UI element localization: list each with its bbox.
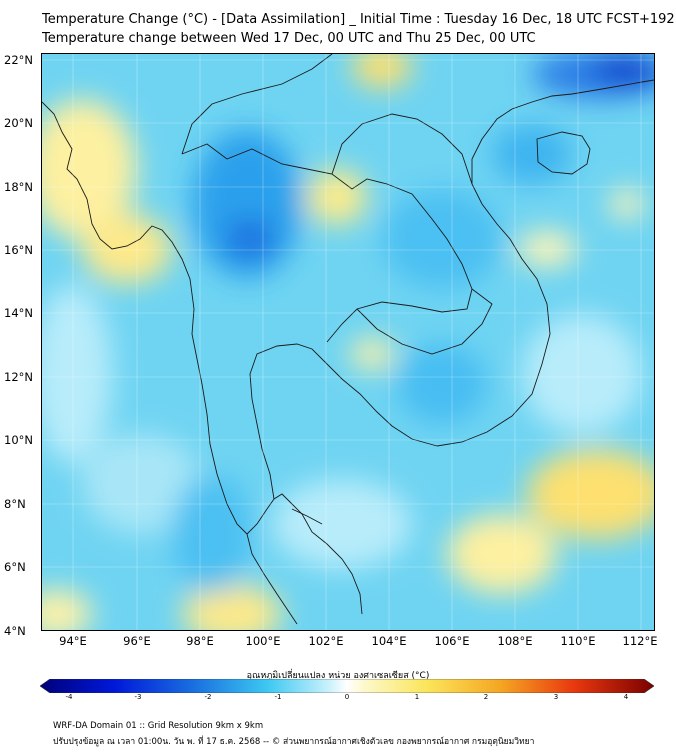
- field-yellow-east: [609, 189, 645, 219]
- colorbar-tick-2: 2: [483, 693, 489, 701]
- field-pale-sea: [82, 434, 202, 534]
- footer-credits: ปรับปรุงข้อมูล ณ เวลา 01:00น. วัน พ. ที่…: [53, 737, 535, 747]
- chart-subtitle: Temperature change between Wed 17 Dec, 0…: [42, 31, 536, 46]
- lon-label-106: 106°E: [434, 634, 470, 648]
- lon-label-102: 102°E: [308, 634, 344, 648]
- cambodia-vietnam-coast: [436, 79, 654, 447]
- lat-label-8: 8°N: [4, 497, 26, 511]
- colorbar-tick-0: 0: [344, 693, 350, 701]
- map-panel: [41, 53, 655, 631]
- field-blue-east: [382, 189, 502, 289]
- colorbar-title: อุณหภูมิเปลี่ยนแปลง หน่วย องศาเซลเซียส (…: [246, 671, 430, 681]
- lat-label-16: 16°N: [4, 243, 33, 257]
- field-yellow-southeast: [527, 449, 654, 539]
- gulf-thailand: [249, 343, 438, 500]
- graticule: [42, 54, 654, 630]
- footer-domain-info: WRF-DA Domain 01 :: Grid Resolution 9km …: [53, 721, 264, 731]
- field-yellow-vietnam: [517, 231, 577, 267]
- colorbar-tick-4: 4: [623, 693, 629, 701]
- coastlines: [42, 54, 654, 625]
- lon-label-112: 112°E: [622, 634, 658, 648]
- field-yellow-west: [82, 214, 172, 284]
- colorbar-tick-neg2: -2: [204, 693, 212, 701]
- colorbar-tick-neg3: -3: [134, 693, 142, 701]
- lat-label-22: 22°N: [4, 53, 33, 67]
- lon-label-94: 94°E: [59, 634, 87, 648]
- lon-label-98: 98°E: [186, 634, 214, 648]
- colorbar-tick-3: 3: [553, 693, 559, 701]
- cambodia-border: [356, 288, 493, 355]
- laos-border: [331, 113, 473, 185]
- lon-label-100: 100°E: [245, 634, 281, 648]
- lat-label-6: 6°N: [4, 560, 26, 574]
- colorbar-tick-1: 1: [414, 693, 420, 701]
- field-blue-cambodia: [397, 344, 487, 424]
- field-blue-deep: [592, 54, 654, 84]
- field-blue-peninsula: [172, 474, 252, 594]
- lat-label-20: 20°N: [4, 116, 33, 130]
- colorbar-tick-neg1: -1: [274, 693, 282, 701]
- lat-label-10: 10°N: [4, 433, 33, 447]
- field-yellow-north: [352, 54, 412, 88]
- lat-label-14: 14°N: [4, 306, 33, 320]
- lon-label-110: 110°E: [560, 634, 596, 648]
- temperature-field: [42, 54, 654, 630]
- field-yellow-myanmar: [42, 99, 137, 239]
- malaysia-border: [291, 508, 323, 525]
- lat-label-4: 4°N: [4, 624, 26, 638]
- chart-title: Temperature Change (°C) - [Data Assimila…: [42, 12, 675, 27]
- colorbar-tick-neg4: -4: [65, 693, 73, 701]
- field-pale-west: [42, 284, 112, 464]
- lat-label-18: 18°N: [4, 180, 33, 194]
- thai-border: [181, 143, 473, 343]
- lon-label-104: 104°E: [371, 634, 407, 648]
- lon-label-108: 108°E: [497, 634, 533, 648]
- field-yellow-gulf: [350, 338, 394, 370]
- colorbar: [40, 679, 654, 693]
- lat-label-12: 12°N: [4, 370, 33, 384]
- myanmar-coast: [42, 101, 248, 535]
- field-yellow-southwest: [42, 589, 92, 630]
- field-yellow-south: [182, 584, 282, 630]
- field-blue-core: [225, 219, 275, 259]
- field-blue-hainan: [492, 124, 572, 184]
- lon-label-96: 96°E: [123, 634, 151, 648]
- peninsula-west: [246, 533, 298, 625]
- myanmar-border: [181, 54, 333, 155]
- field-pale-south: [272, 479, 412, 569]
- hainan-island: [536, 131, 591, 175]
- field-yellow-southsea: [447, 514, 557, 594]
- field-pale-east: [522, 314, 642, 434]
- field-yellow-laos: [307, 169, 367, 225]
